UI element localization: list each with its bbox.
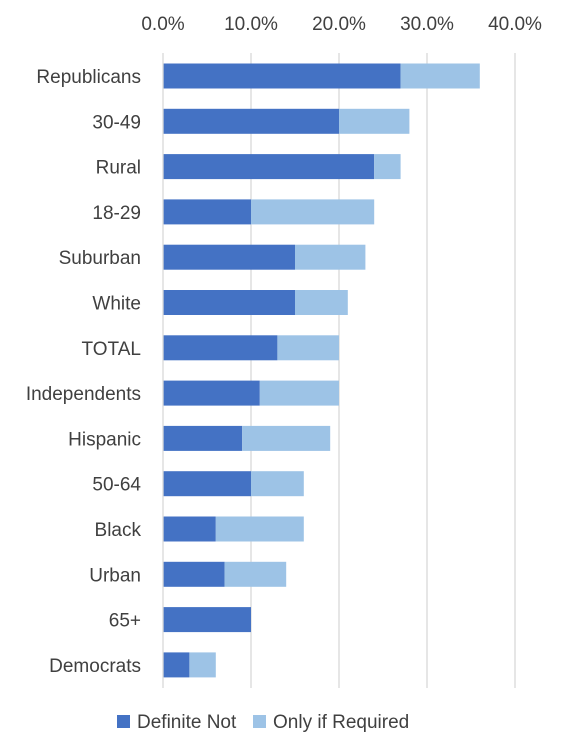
bar-only-if-required xyxy=(259,380,339,406)
bar-definite-not xyxy=(163,607,251,633)
bar-only-if-required xyxy=(339,108,410,134)
category-label: Independents xyxy=(26,384,141,405)
gridlines xyxy=(250,53,516,688)
category-label: Rural xyxy=(96,158,141,179)
x-tick-label: 20.0% xyxy=(312,14,366,35)
legend-label: Definite Not xyxy=(137,712,237,733)
category-label: TOTAL xyxy=(82,339,141,360)
legend-swatch xyxy=(253,715,266,728)
legend: Definite Not Only if Required xyxy=(117,712,409,733)
category-label: 50-64 xyxy=(92,475,141,496)
bar-definite-not xyxy=(163,63,401,89)
category-label: 18-29 xyxy=(92,203,141,224)
bar-only-if-required xyxy=(224,561,287,587)
category-label: Suburban xyxy=(59,248,141,269)
bar-definite-not xyxy=(163,335,278,361)
bar-only-if-required xyxy=(374,154,401,180)
bars xyxy=(163,63,480,678)
bar-only-if-required xyxy=(295,290,348,315)
x-tick-label: 30.0% xyxy=(400,14,454,35)
bar-definite-not xyxy=(163,516,216,542)
x-tick-label: 40.0% xyxy=(488,14,542,35)
legend-swatch xyxy=(117,715,130,728)
bar-only-if-required xyxy=(251,199,375,225)
bar-definite-not xyxy=(163,425,243,451)
x-tick-label: 10.0% xyxy=(224,14,278,35)
bar-only-if-required xyxy=(242,425,331,451)
category-label: Black xyxy=(95,520,142,541)
bar-definite-not xyxy=(163,652,190,678)
bar-only-if-required xyxy=(277,335,339,361)
legend-label: Only if Required xyxy=(273,712,409,733)
bar-definite-not xyxy=(163,244,295,270)
bar-definite-not xyxy=(163,108,339,134)
bar-definite-not xyxy=(163,380,260,406)
bar-only-if-required xyxy=(251,471,304,497)
category-label: White xyxy=(92,294,141,315)
bar-definite-not xyxy=(163,471,251,497)
category-label: 65+ xyxy=(109,611,141,632)
x-axis-tick-labels: 0.0% 10.0% 20.0% 30.0% 40.0% xyxy=(141,14,542,35)
bar-definite-not xyxy=(163,290,295,315)
bar-only-if-required xyxy=(189,652,216,678)
bar-only-if-required xyxy=(215,516,304,542)
bar-definite-not xyxy=(163,199,251,225)
bar-definite-not xyxy=(163,154,375,180)
category-labels: Republicans 30-49 Rural 18-29 Suburban White T… xyxy=(26,67,142,677)
category-label: Hispanic xyxy=(68,429,141,450)
category-label: Democrats xyxy=(49,656,141,677)
category-label: 30-49 xyxy=(92,112,141,133)
category-label: Urban xyxy=(89,565,141,586)
category-label: Republicans xyxy=(36,67,141,88)
x-tick-label: 0.0% xyxy=(141,14,184,35)
bar-only-if-required xyxy=(400,63,480,89)
bar-definite-not xyxy=(163,561,225,587)
bar-only-if-required xyxy=(295,244,366,270)
